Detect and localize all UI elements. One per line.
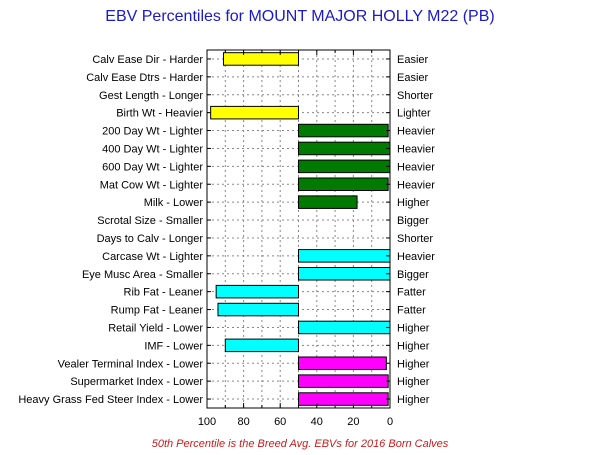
trait-label-left: Milk - Lower	[144, 197, 204, 209]
trait-label-left: Mat Cow Wt - Lighter	[100, 179, 204, 191]
trait-label-left: IMF - Lower	[144, 340, 203, 352]
trait-label-right: Higher	[397, 197, 430, 209]
trait-label-right: Fatter	[397, 287, 426, 299]
trait-label-left: Retail Yield - Lower	[108, 322, 203, 334]
trait-label-left: Rib Fat - Leaner	[124, 287, 204, 299]
trait-label-right: Heavier	[397, 251, 435, 263]
trait-labels-left: Calv Ease Dir - Harder Calv Ease Dtrs - H…	[18, 54, 211, 406]
trait-label-right: Heavier	[397, 179, 435, 191]
bar-1	[222, 52, 299, 66]
x-tick-label: 0	[387, 416, 393, 428]
x-tick-label: 20	[347, 416, 359, 428]
trait-label-left: Calv Ease Dtrs - Harder	[86, 72, 203, 84]
trait-label-right: Shorter	[397, 90, 433, 102]
chart-footnote: 50th Percentile is the Breed Avg. EBVs f…	[152, 438, 449, 450]
bar-19	[298, 374, 389, 388]
bar-12	[298, 249, 391, 263]
x-axis-ticks: 100 80 60 40 20 0	[198, 50, 393, 428]
bar-8	[298, 177, 389, 192]
trait-label-left: Scrotal Size - Smaller	[97, 215, 203, 227]
trait-label-right: Higher	[397, 322, 430, 334]
trait-label-left: 200 Day Wt - Lighter	[102, 126, 203, 138]
trait-label-right: Higher	[397, 394, 430, 406]
trait-label-right: Shorter	[397, 233, 433, 245]
trait-label-left: Heavy Grass Fed Steer Index - Lower	[18, 394, 203, 406]
trait-label-right: Heavier	[397, 126, 435, 138]
trait-label-left: Supermarket Index - Lower	[70, 376, 203, 388]
chart-title: EBV Percentiles for MOUNT MAJOR HOLLY M2…	[105, 8, 494, 25]
bar-15	[217, 302, 299, 317]
trait-labels-right: Easier Easier Shorter Lighter Heavier Heavier…	[386, 54, 435, 406]
trait-label-left: Birth Wt - Heavier	[116, 108, 203, 120]
trait-label-right: Heavier	[397, 143, 435, 155]
trait-label-right: Bigger	[397, 215, 429, 227]
bar-4	[210, 105, 299, 120]
trait-label-left: 600 Day Wt - Lighter	[102, 161, 203, 173]
plot-frame	[206, 49, 391, 409]
trait-label-left: Days to Calv - Longer	[97, 233, 204, 245]
bar-17	[224, 338, 299, 353]
trait-label-right: Higher	[397, 358, 430, 370]
bar-6	[298, 141, 391, 156]
bar-18	[298, 356, 387, 371]
bar-20	[298, 392, 389, 406]
trait-label-left: Rump Fat - Leaner	[111, 305, 204, 317]
bar-13	[298, 266, 391, 281]
trait-label-left: Vealer Terminal Index - Lower	[58, 358, 204, 370]
bar-16	[298, 320, 391, 335]
trait-label-right: Higher	[397, 340, 430, 352]
trait-label-left: Gest Length - Longer	[99, 90, 203, 102]
trait-label-right: Bigger	[397, 269, 429, 281]
grid	[207, 50, 390, 408]
x-tick-label: 80	[237, 416, 249, 428]
x-tick-label: 100	[198, 416, 216, 428]
trait-label-left: Eye Musc Area - Smaller	[82, 269, 203, 281]
trait-label-right: Higher	[397, 376, 430, 388]
trait-label-right: Heavier	[397, 161, 435, 173]
bars	[210, 52, 391, 406]
x-tick-label: 40	[311, 416, 323, 428]
trait-label-left: 400 Day Wt - Lighter	[102, 143, 203, 155]
bar-5	[298, 123, 389, 138]
trait-label-left: Calv Ease Dir - Harder	[92, 54, 203, 66]
bar-14	[215, 284, 299, 299]
bar-9	[298, 195, 358, 209]
trait-label-right: Fatter	[397, 305, 426, 317]
trait-label-right: Lighter	[397, 108, 431, 120]
trait-label-right: Easier	[397, 54, 429, 66]
trait-label-left: Carcase Wt - Lighter	[102, 251, 203, 263]
bar-7	[298, 159, 391, 174]
trait-label-right: Easier	[397, 72, 429, 84]
x-tick-label: 60	[274, 416, 286, 428]
